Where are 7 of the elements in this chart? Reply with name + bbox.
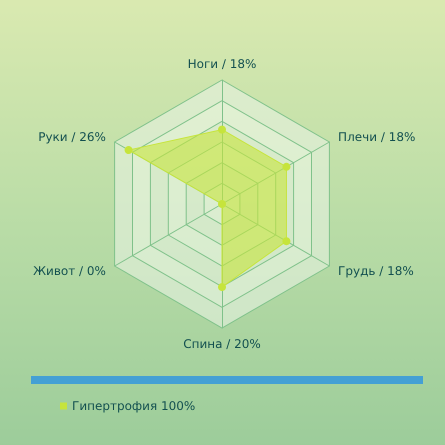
spoke-label: Спина / 20% [183, 337, 261, 351]
spoke-label: Плечи / 18% [338, 130, 416, 144]
legend-label: Гипертрофия 100% [72, 399, 196, 413]
spoke-label: Ноги / 18% [188, 57, 256, 71]
spoke-label: Живот / 0% [33, 264, 106, 278]
spoke-label: Руки / 26% [38, 130, 106, 144]
spoke-label: Грудь / 18% [338, 264, 414, 278]
